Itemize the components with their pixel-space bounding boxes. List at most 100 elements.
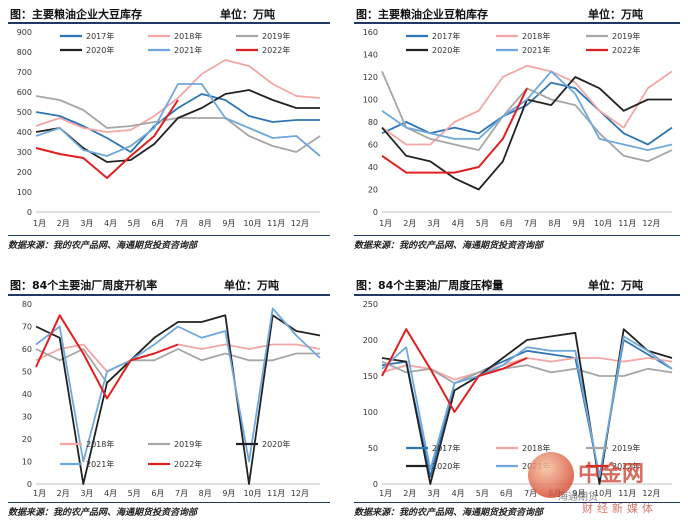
series-line-2019年 — [35, 348, 320, 384]
x-tick-label: 9月 — [222, 219, 235, 228]
y-tick-label: 500 — [17, 108, 32, 117]
y-tick-label: 100 — [363, 96, 378, 105]
y-tick-label: 50 — [22, 368, 32, 377]
series-line-2018年 — [35, 59, 321, 133]
chart-source: 数据来源：我的农产品网、海通期货投资咨询部 — [8, 508, 198, 518]
x-tick-label: 9月 — [572, 219, 585, 228]
legend-label: 2021年 — [86, 459, 114, 469]
y-tick-label: 600 — [17, 88, 32, 97]
x-tick-label: 10月 — [594, 219, 612, 228]
legend-label: 2019年 — [612, 31, 640, 41]
legend-label: 2019年 — [612, 443, 640, 453]
chart-svg-soybean-stock: 0 100 200 300 400 500 600 700 800 900 1月 2月 3月 4月 5月 6月… — [17, 28, 321, 228]
legend-label: 2018年 — [522, 31, 550, 41]
x-tick-label: 1月 — [379, 219, 392, 228]
x-tick-label: 4月 — [104, 489, 117, 498]
chart-title: 图：主要粮油企业豆粕库存 — [356, 8, 488, 21]
legend-label: 2021年 — [522, 45, 550, 55]
x-tick-label: 12月 — [642, 489, 660, 498]
y-tick-label: 30 — [22, 413, 32, 422]
x-tick-label: 7月 — [175, 489, 188, 498]
x-tick-label: 7月 — [175, 219, 188, 228]
chart-source: 数据来源：我的农产品网、海通期货投资咨询部 — [354, 508, 544, 518]
chart-svg-crush-volume: 0501001502002501月2月3月4月5月6月7月8月9月10月11月1… — [363, 300, 673, 498]
x-tick-label: 3月 — [80, 219, 93, 228]
chart-unit: 单位：万吨 — [588, 279, 643, 292]
chart-svg-operating-rate: 0 10 20 30 40 50 60 70 80 1月 2月 3月 4月 5月 6月 7月 8月 9月 10月 11… — [22, 300, 321, 498]
legend-label: 2017年 — [86, 31, 114, 41]
series-line-2017年 — [381, 81, 673, 146]
legend-label: 2020年 — [432, 45, 460, 55]
x-tick-label: 6月 — [500, 219, 513, 228]
series-line-2021年 — [381, 70, 673, 151]
y-tick-label: 140 — [363, 51, 378, 60]
y-tick-label: 900 — [17, 28, 32, 37]
x-tick-label: 4月 — [452, 219, 465, 228]
x-tick-label: 12月 — [291, 219, 309, 228]
watermark-logo — [528, 452, 574, 498]
y-tick-label: 150 — [363, 372, 378, 381]
y-tick-label: 0 — [27, 480, 32, 489]
x-tick-label: 3月 — [427, 219, 440, 228]
chart-unit: 单位：万吨 — [588, 8, 643, 21]
series-line-2021年 — [35, 83, 321, 157]
x-tick-label: 4月 — [104, 219, 117, 228]
x-tick-label: 8月 — [199, 219, 212, 228]
series-line-2020年 — [35, 89, 320, 163]
watermark-sub: 财经新媒体 — [582, 502, 657, 515]
series-line-2021年 — [381, 335, 673, 478]
series-line-2022年 — [35, 99, 179, 179]
x-tick-label: 2月 — [57, 219, 70, 228]
y-tick-label: 200 — [363, 336, 378, 345]
title-rule — [354, 294, 680, 296]
x-tick-label: 7月 — [524, 489, 537, 498]
legend-label: 2018年 — [522, 443, 550, 453]
chart-svg-meal-stock: 0 20 40 60 80 100 120 140 160 1月 2月 3月 4月 5月 6月 7月 8月 9月 1… — [363, 28, 673, 228]
series-line-2019年 — [381, 71, 673, 163]
y-tick-label: 70 — [22, 323, 32, 332]
x-tick-label: 6月 — [151, 219, 164, 228]
watermark-name: 中金网 — [578, 462, 645, 487]
x-tick-label: 9月 — [572, 489, 585, 498]
series-line-2020年 — [35, 314, 321, 485]
title-rule — [8, 294, 330, 296]
y-tick-label: 20 — [22, 435, 32, 444]
title-rule — [354, 22, 680, 24]
x-tick-label: 8月 — [199, 489, 212, 498]
y-tick-label: 700 — [17, 68, 32, 77]
x-tick-label: 6月 — [151, 489, 164, 498]
series-line-2018年 — [381, 64, 673, 146]
legend-label: 2019年 — [262, 31, 290, 41]
y-tick-label: 400 — [17, 128, 32, 137]
legend-label: 2017年 — [432, 31, 460, 41]
legend-label: 2021年 — [174, 45, 202, 55]
series-line-2022年 — [381, 87, 528, 174]
y-tick-label: 160 — [363, 28, 378, 37]
x-tick-label: 10月 — [594, 489, 612, 498]
x-tick-label: 1月 — [33, 219, 46, 228]
y-tick-label: 20 — [368, 186, 378, 195]
legend-label: 2018年 — [174, 31, 202, 41]
x-tick-label: 8月 — [548, 219, 561, 228]
legend-label: 2018年 — [86, 439, 114, 449]
x-tick-label: 6月 — [500, 489, 513, 498]
x-tick-label: 1月 — [379, 489, 392, 498]
chart-title: 图：主要粮油企业大豆库存 — [10, 8, 142, 21]
legend-label: 2017年 — [432, 443, 460, 453]
legend-label: 2020年 — [432, 461, 460, 471]
chart-title: 图：84个主要油厂周度开机率 — [10, 279, 158, 292]
y-tick-label: 0 — [27, 208, 32, 217]
x-tick-label: 2月 — [403, 489, 416, 498]
x-tick-label: 11月 — [267, 219, 285, 228]
series-line-2021年 — [35, 307, 321, 463]
x-tick-label: 5月 — [128, 219, 141, 228]
x-tick-label: 4月 — [452, 489, 465, 498]
source-rule — [354, 502, 680, 503]
legend-label: 2022年 — [262, 45, 290, 55]
y-tick-label: 10 — [22, 458, 32, 467]
legend-label: 2020年 — [86, 45, 114, 55]
x-tick-label: 10月 — [243, 219, 261, 228]
y-tick-label: 80 — [368, 118, 378, 127]
series-line-2022年 — [35, 314, 179, 400]
legend-label: 2022年 — [612, 461, 640, 471]
